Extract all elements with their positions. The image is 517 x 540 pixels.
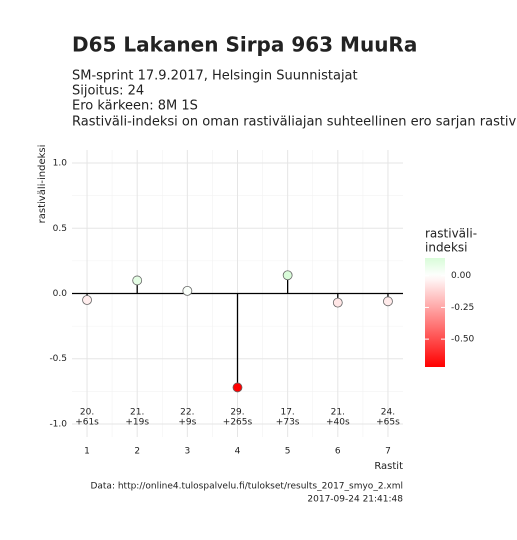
- y-tick-label: 0.0: [53, 289, 68, 299]
- x-tick-label: 6: [335, 447, 341, 457]
- x-tick-label: 7: [385, 447, 391, 457]
- y-tick-label: -0.5: [49, 354, 67, 364]
- point-label: 20.: [80, 408, 94, 418]
- point-label: +19s: [125, 418, 149, 428]
- subtitle: Ero kärkeen: 8M 1S: [72, 99, 198, 114]
- y-tick-label: -1.0: [49, 419, 67, 429]
- point-label: +73s: [276, 418, 300, 428]
- point: [232, 382, 243, 393]
- subtitle: Rastiväli-indeksi on oman rastiväliajan …: [72, 115, 517, 130]
- point-label: +9s: [178, 418, 196, 428]
- point: [383, 296, 393, 307]
- x-tick-label: 5: [285, 447, 291, 457]
- point-label: +40s: [326, 418, 350, 428]
- x-tick-label: 4: [235, 447, 241, 457]
- legend-tick-label: -0.50: [451, 335, 475, 345]
- point-label: 17.: [280, 408, 294, 418]
- colorbar: [425, 258, 445, 367]
- legend-title: indeksi: [425, 241, 467, 255]
- point-label: 21.: [130, 408, 144, 418]
- point-label: 22.: [180, 408, 194, 418]
- point-label: +61s: [75, 418, 99, 428]
- legend-tick-label: -0.25: [451, 303, 474, 313]
- x-tick-label: 2: [134, 447, 140, 457]
- x-tick-label: 3: [184, 447, 190, 457]
- point: [132, 275, 143, 286]
- caption: Data: http://online4.tulospalvelu.fi/tul…: [90, 482, 403, 492]
- point-label: +65s: [376, 418, 400, 428]
- point-label: +265s: [223, 418, 253, 428]
- y-tick-label: 0.5: [53, 224, 67, 234]
- point-label: 21.: [331, 408, 345, 418]
- point: [282, 270, 293, 281]
- x-axis-label: Rastit: [374, 461, 403, 472]
- point-label: 24.: [381, 408, 395, 418]
- point: [82, 295, 92, 305]
- x-tick-label: 1: [84, 447, 90, 457]
- legend-title: rastiväli-: [425, 227, 477, 241]
- caption: 2017-09-24 21:41:48: [307, 495, 403, 505]
- subtitle: SM-sprint 17.9.2017, Helsingin Suunnista…: [72, 69, 358, 84]
- point: [332, 297, 343, 308]
- y-tick-label: 1.0: [53, 159, 68, 169]
- chart-title: D65 Lakanen Sirpa 963 MuuRa: [72, 33, 417, 57]
- subtitle: Sijoitus: 24: [72, 84, 144, 99]
- point-label: 29.: [230, 408, 244, 418]
- legend-tick-label: 0.00: [451, 271, 471, 281]
- point: [182, 285, 193, 296]
- y-axis-label: rastiväli-indeksi: [37, 145, 48, 224]
